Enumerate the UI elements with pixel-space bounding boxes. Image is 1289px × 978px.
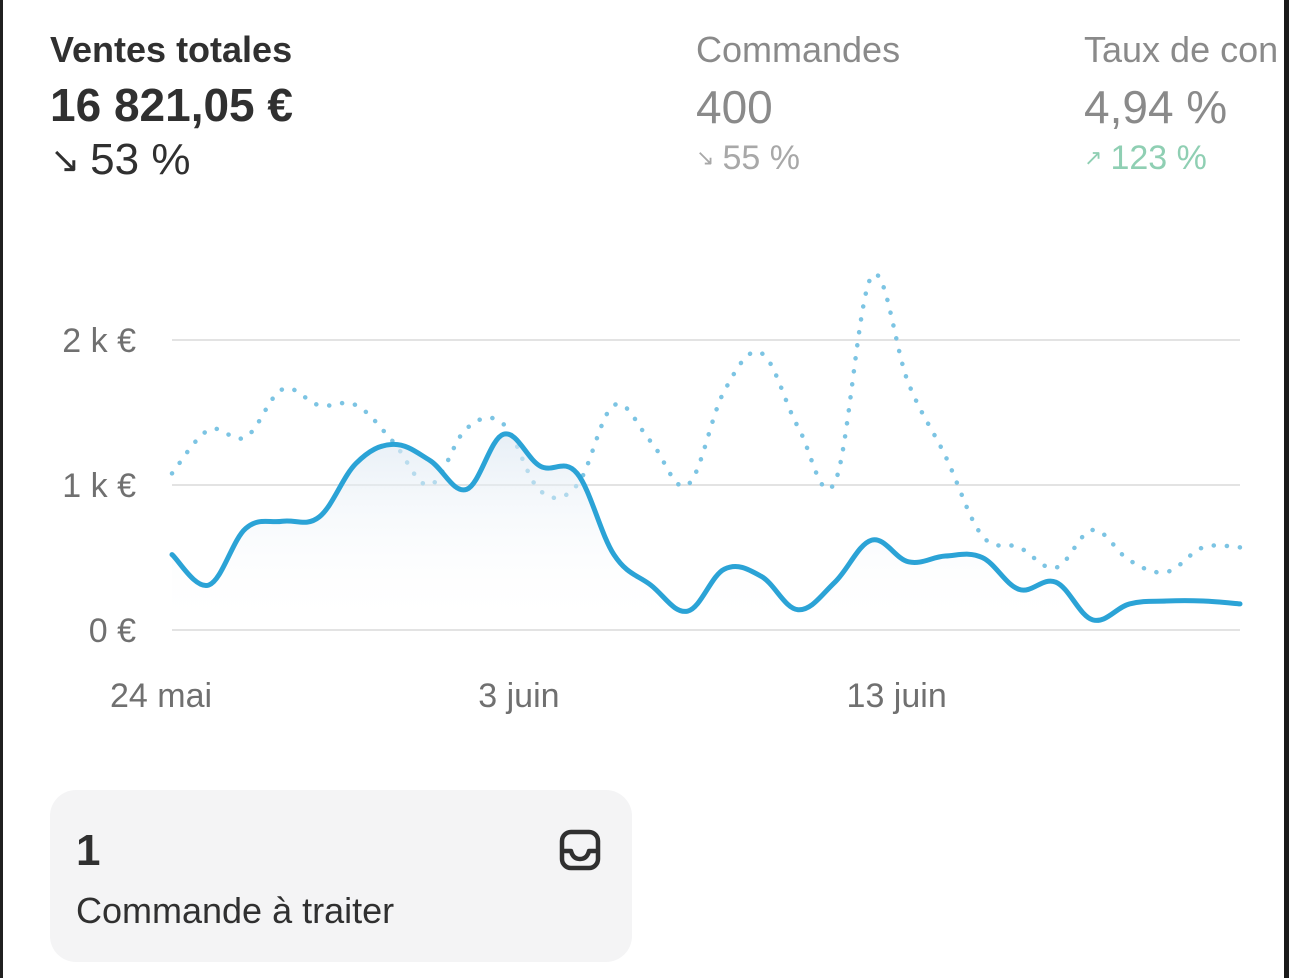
metric-delta: ↗ 123 % bbox=[1084, 136, 1289, 180]
metric-label: Taux de con bbox=[1084, 29, 1279, 70]
metric-label: Commandes bbox=[696, 29, 901, 70]
metric-delta-value: 55 % bbox=[722, 139, 800, 177]
metric-delta-value: 53 % bbox=[90, 135, 191, 184]
orders-to-process-card[interactable]: 1 Commande à traiter bbox=[50, 790, 632, 962]
metric-conversion-rate[interactable]: Taux de con 4,94 % ↗ 123 % bbox=[1084, 28, 1289, 180]
y-tick-label: 1 k € bbox=[62, 467, 136, 505]
metric-delta: ↘ 55 % bbox=[696, 136, 900, 180]
sales-line-chart[interactable]: 0 € 1 k € 2 k € 24 mai 3 juin 13 juin bbox=[0, 230, 1289, 730]
metric-orders[interactable]: Commandes 400 ↘ 55 % bbox=[696, 28, 900, 180]
y-tick-label: 0 € bbox=[89, 612, 136, 650]
window-edge-left bbox=[0, 0, 3, 978]
x-tick-label: 3 juin bbox=[478, 677, 559, 715]
metric-delta: ↘ 53 % bbox=[50, 134, 293, 186]
metric-value: 4,94 % bbox=[1084, 81, 1228, 133]
series-line-comparison[interactable] bbox=[169, 271, 1243, 575]
x-tick-label: 13 juin bbox=[847, 677, 947, 715]
arrow-up-right-icon: ↗ bbox=[1084, 145, 1103, 170]
arrow-down-right-icon: ↘ bbox=[696, 145, 715, 170]
y-tick-label: 2 k € bbox=[62, 322, 136, 360]
window-edge-right bbox=[1284, 0, 1289, 978]
metric-label: Ventes totales bbox=[50, 29, 293, 70]
orders-to-process-count: 1 bbox=[76, 826, 101, 875]
arrow-down-right-icon: ↘ bbox=[50, 139, 81, 180]
metric-value: 16 821,05 € bbox=[50, 79, 294, 131]
metric-value: 400 bbox=[696, 81, 773, 133]
inbox-icon[interactable] bbox=[558, 828, 602, 877]
orders-to-process-label: Commande à traiter bbox=[76, 890, 395, 931]
series-area bbox=[172, 433, 1240, 630]
x-tick-label: 24 mai bbox=[110, 677, 212, 715]
series-line-current[interactable] bbox=[169, 431, 1243, 623]
metric-delta-value: 123 % bbox=[1110, 139, 1207, 177]
metric-total-sales[interactable]: Ventes totales 16 821,05 € ↘ 53 % bbox=[50, 28, 293, 186]
